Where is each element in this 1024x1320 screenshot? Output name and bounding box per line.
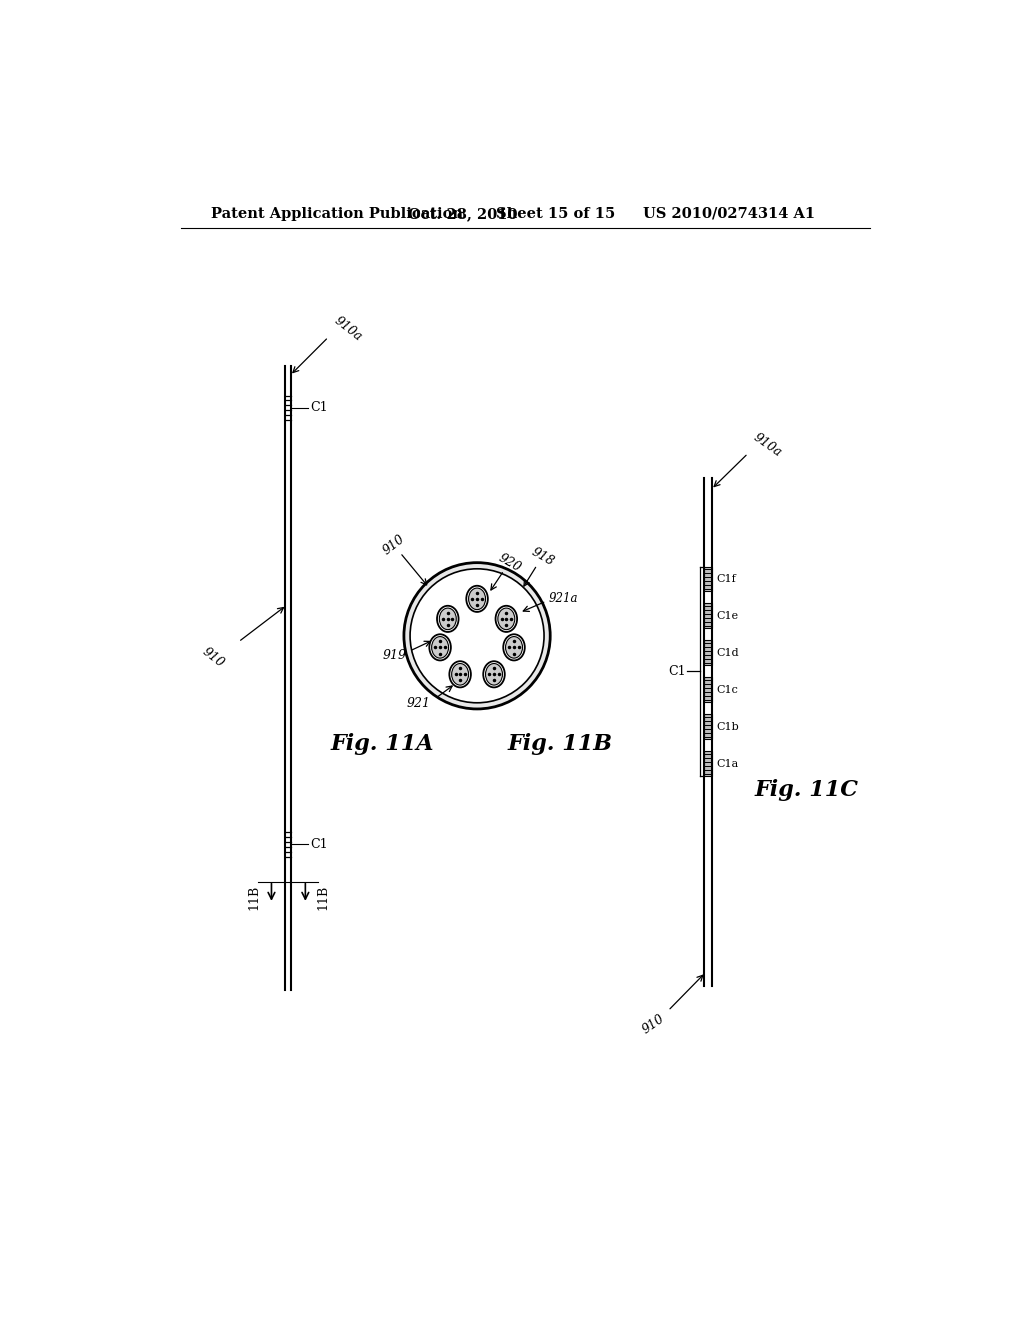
Ellipse shape <box>429 635 451 660</box>
Text: 921a: 921a <box>549 593 579 606</box>
Text: 918: 918 <box>529 545 557 569</box>
Text: Patent Application Publication: Patent Application Publication <box>211 207 464 220</box>
Ellipse shape <box>496 606 517 632</box>
Ellipse shape <box>483 661 505 688</box>
Circle shape <box>403 562 550 709</box>
Bar <box>705 677 712 702</box>
Text: US 2010/0274314 A1: US 2010/0274314 A1 <box>643 207 815 220</box>
Text: 910: 910 <box>200 645 226 669</box>
Text: C1f: C1f <box>717 574 736 583</box>
Text: C1: C1 <box>310 838 328 851</box>
Text: C1e: C1e <box>717 611 738 620</box>
Text: 910a: 910a <box>332 314 365 345</box>
Text: Fig. 11C: Fig. 11C <box>755 779 858 801</box>
Text: 11B: 11B <box>248 884 261 911</box>
Bar <box>705 603 712 628</box>
Text: Fig. 11B: Fig. 11B <box>508 733 612 755</box>
Bar <box>705 566 712 591</box>
Bar <box>705 751 712 776</box>
Text: C1b: C1b <box>717 722 739 731</box>
Text: C1: C1 <box>668 665 686 677</box>
Text: C1: C1 <box>310 401 328 414</box>
Ellipse shape <box>485 664 503 685</box>
Text: 920: 920 <box>497 550 523 574</box>
Ellipse shape <box>469 589 485 610</box>
Ellipse shape <box>498 609 515 630</box>
Text: 910a: 910a <box>752 432 784 459</box>
Ellipse shape <box>466 586 487 612</box>
Text: C1d: C1d <box>717 648 739 657</box>
Text: C1a: C1a <box>717 759 738 768</box>
Text: 910: 910 <box>381 532 408 557</box>
Text: Sheet 15 of 15: Sheet 15 of 15 <box>497 207 615 220</box>
Text: C1c: C1c <box>717 685 738 694</box>
Text: Oct. 28, 2010: Oct. 28, 2010 <box>408 207 517 220</box>
Text: 919: 919 <box>382 648 407 661</box>
Text: 921: 921 <box>407 697 431 710</box>
Text: 910: 910 <box>640 1012 668 1036</box>
Ellipse shape <box>432 636 449 659</box>
Circle shape <box>410 569 544 702</box>
Ellipse shape <box>503 635 524 660</box>
Bar <box>705 640 712 665</box>
Text: Fig. 11A: Fig. 11A <box>331 733 434 755</box>
Ellipse shape <box>452 664 469 685</box>
Ellipse shape <box>437 606 459 632</box>
Ellipse shape <box>450 661 471 688</box>
Ellipse shape <box>506 636 522 659</box>
Bar <box>705 714 712 739</box>
Text: 11B: 11B <box>316 884 329 911</box>
Ellipse shape <box>439 609 457 630</box>
